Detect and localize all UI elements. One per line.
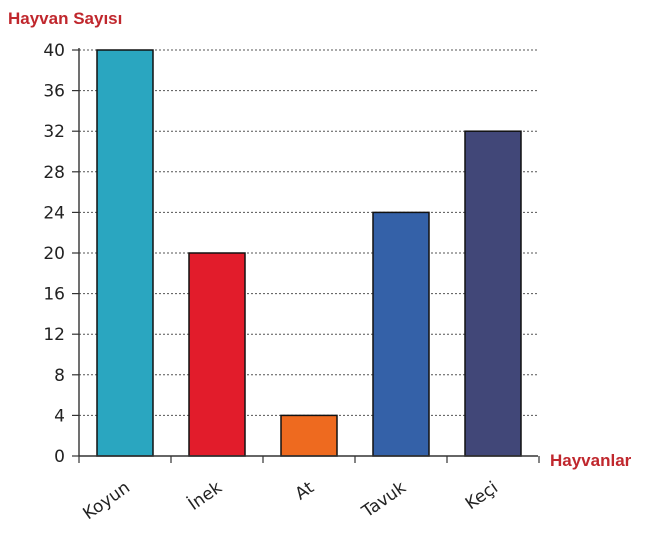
x-tick-label: Keçi (462, 478, 502, 514)
y-tick-label: 28 (43, 163, 65, 183)
bar-3 (372, 211, 430, 457)
y-tick-label: 20 (43, 244, 65, 264)
bar-2 (280, 414, 338, 457)
y-axis-title: Hayvan Sayısı (8, 9, 122, 28)
bar-1 (188, 252, 246, 457)
bar-0 (96, 49, 154, 457)
x-tick-label: At (292, 478, 318, 505)
axes (78, 48, 540, 463)
bars (96, 49, 522, 457)
gridlines (72, 49, 538, 457)
bar-4 (464, 130, 522, 457)
x-tick-label: İnek (184, 477, 226, 515)
y-tick-label: 36 (43, 82, 65, 102)
x-tick-label: Koyun (80, 478, 134, 524)
y-tick-labels: 0 4 8 12 16 20 24 28 32 36 40 (43, 41, 65, 467)
y-tick-label: 0 (54, 447, 65, 467)
y-tick-label: 40 (43, 41, 65, 61)
y-tick-label: 16 (43, 285, 65, 305)
y-tick-label: 4 (54, 406, 65, 426)
y-tick-label: 32 (43, 122, 65, 142)
y-tick-label: 12 (43, 325, 65, 345)
y-tick-label: 8 (54, 366, 65, 386)
x-axis-title: Hayvanlar (550, 451, 632, 470)
x-tick-label: Tavuk (358, 478, 410, 523)
y-tick-label: 24 (43, 203, 65, 223)
x-tick-labels: Koyun İnek At Tavuk Keçi (80, 477, 502, 524)
